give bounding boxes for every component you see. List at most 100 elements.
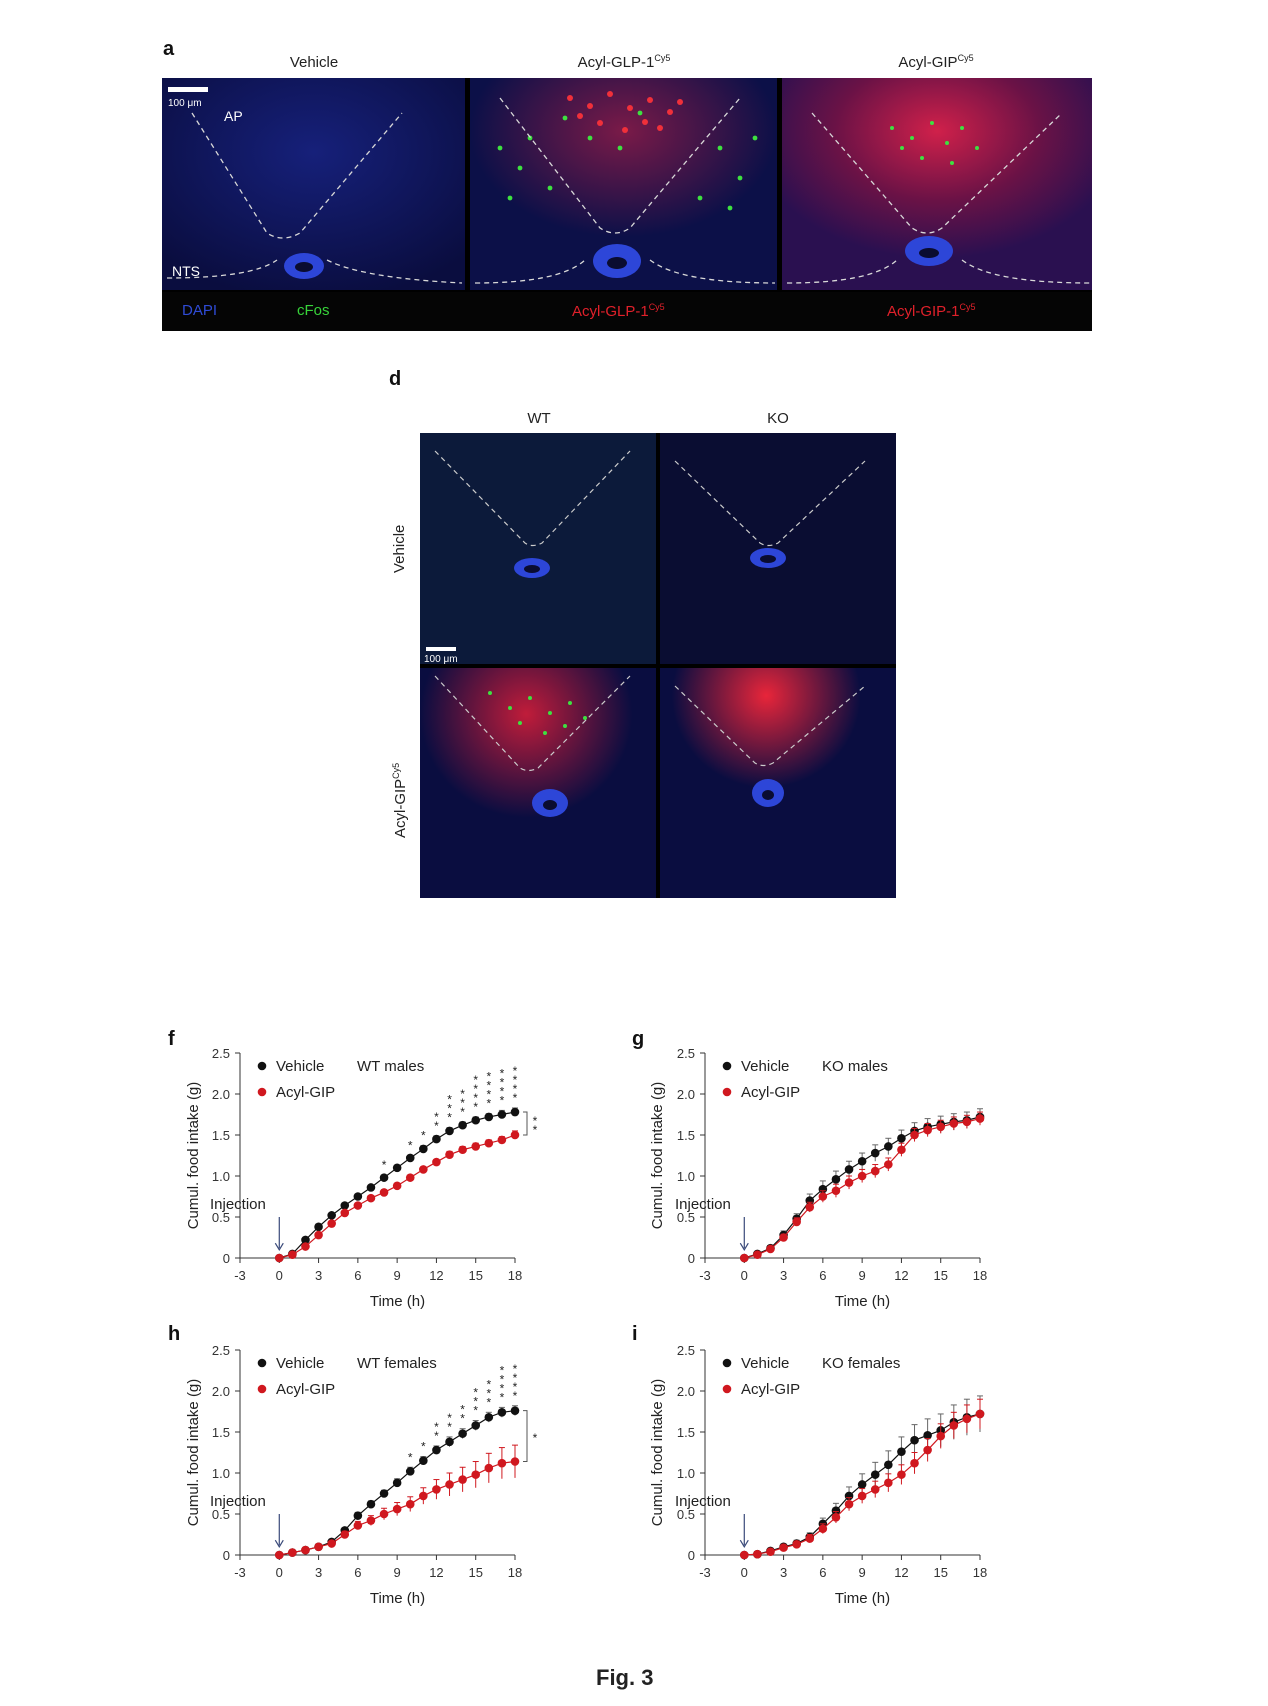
data-point — [884, 1160, 893, 1169]
data-point — [766, 1547, 775, 1557]
data-point — [340, 1208, 350, 1218]
data-point — [445, 1126, 454, 1136]
data-point — [857, 1480, 867, 1489]
region-label-ap: AP — [224, 108, 243, 124]
data-point — [831, 1174, 841, 1184]
data-point — [510, 1406, 520, 1415]
data-point — [510, 1107, 520, 1117]
data-point — [910, 1130, 919, 1140]
y-tick-label: 2.5 — [212, 1046, 230, 1061]
data-point — [405, 1173, 415, 1182]
micrograph-wt-vehicle — [420, 433, 656, 664]
data-point — [405, 1499, 415, 1509]
significance-star: * — [421, 1440, 426, 1454]
significance-star: * — [460, 1105, 465, 1119]
data-point — [792, 1217, 801, 1227]
data-point — [857, 1156, 867, 1166]
data-point — [274, 1253, 284, 1263]
data-point — [445, 1480, 454, 1489]
significance-star: * — [408, 1139, 413, 1153]
x-tick-label: 12 — [894, 1565, 908, 1580]
x-tick-label: 6 — [819, 1565, 826, 1580]
data-point — [739, 1550, 749, 1560]
data-point — [392, 1181, 402, 1191]
x-tick-label: -3 — [699, 1565, 711, 1580]
significance-star: * — [434, 1420, 439, 1434]
chart-annotation: WT females — [357, 1355, 437, 1372]
legend-dapi: DAPI — [182, 302, 218, 319]
y-tick-label: 0.5 — [212, 1507, 230, 1522]
x-tick-label: 9 — [394, 1268, 401, 1283]
y-tick-label: 1.5 — [212, 1425, 230, 1440]
significance-star: * — [473, 1073, 478, 1087]
figure-caption: Fig. 3 — [596, 1665, 654, 1690]
data-point — [923, 1445, 932, 1455]
data-point — [366, 1516, 376, 1525]
y-axis-label: Cumul. food intake (g) — [649, 1082, 666, 1230]
panel-label-d: d — [389, 368, 402, 390]
significance-bracket — [523, 1410, 528, 1463]
significance-star: * — [513, 1380, 518, 1394]
data-point — [471, 1421, 481, 1430]
data-point — [405, 1467, 415, 1476]
chart-annotation: KO females — [822, 1355, 900, 1372]
data-point — [419, 1491, 428, 1501]
y-axis-label: Cumul. food intake (g) — [185, 1082, 202, 1230]
scale-bar-label-d: 100 μm — [424, 654, 458, 665]
data-point — [779, 1543, 788, 1552]
legend-marker-1 — [722, 1087, 732, 1097]
data-point — [818, 1184, 828, 1194]
significance-star: * — [500, 1075, 505, 1089]
significance-star: * — [500, 1066, 505, 1080]
significance-star: * — [500, 1390, 505, 1404]
data-point — [936, 1122, 946, 1132]
y-tick-label: 2.5 — [677, 1046, 695, 1061]
data-point — [753, 1549, 762, 1559]
data-point — [497, 1110, 507, 1119]
micrograph-ko-vehicle — [660, 433, 896, 664]
injection-arrowhead — [274, 1539, 284, 1548]
bracket-star: * — [533, 1431, 538, 1445]
legend-cfos: cFos — [297, 302, 330, 319]
y-tick-label: 2.5 — [212, 1343, 230, 1358]
data-point — [510, 1457, 520, 1466]
data-point — [923, 1430, 932, 1440]
x-tick-label: 3 — [315, 1268, 322, 1283]
legend-label-0: Vehicle — [741, 1355, 789, 1372]
significance-star: * — [434, 1429, 439, 1443]
panel-label-a: a — [163, 38, 175, 60]
significance-star: * — [500, 1381, 505, 1395]
x-axis-label: Time (h) — [835, 1590, 890, 1607]
significance-star: * — [447, 1420, 452, 1434]
data-point — [870, 1485, 880, 1494]
data-point — [340, 1201, 350, 1210]
significance-star: * — [486, 1079, 491, 1093]
chart-g: g -3 0 3 6 9 12 15 18 0 0.5 1.0 1.5 2.0 2.5 Time (h) Cum… — [632, 1028, 987, 1310]
y-tick-label: 0 — [223, 1251, 230, 1266]
data-point — [379, 1173, 389, 1182]
x-tick-label: 12 — [429, 1565, 443, 1580]
panel-label-f: f — [168, 1028, 175, 1050]
data-point — [379, 1188, 389, 1197]
y-tick-label: 2.0 — [212, 1087, 230, 1102]
data-point — [419, 1456, 428, 1465]
injection-arrowhead — [274, 1242, 284, 1251]
panel-label-g: g — [632, 1028, 644, 1050]
data-point — [392, 1478, 402, 1488]
data-point — [366, 1193, 376, 1203]
legend-marker-1 — [257, 1384, 267, 1394]
injection-label: Injection — [675, 1196, 731, 1213]
y-tick-label: 2.5 — [677, 1343, 695, 1358]
y-tick-label: 2.0 — [677, 1087, 695, 1102]
data-point — [353, 1192, 363, 1201]
data-point — [923, 1125, 932, 1135]
data-point — [897, 1470, 906, 1479]
data-point — [831, 1512, 841, 1522]
significance-star: * — [513, 1389, 518, 1403]
cfos-signal-gip — [890, 121, 979, 165]
chart-h: h -3 0 3 6 9 12 15 18 0 0.5 1.0 1.5 2.0 2.5 Time (h) Cum… — [168, 1323, 538, 1607]
legend-label-1: Acyl-GIP — [741, 1381, 800, 1398]
x-tick-label: 0 — [741, 1268, 748, 1283]
legend-marker-0 — [257, 1358, 267, 1368]
panel-a-title-gip: Acyl-GIPCy5 — [898, 53, 974, 71]
